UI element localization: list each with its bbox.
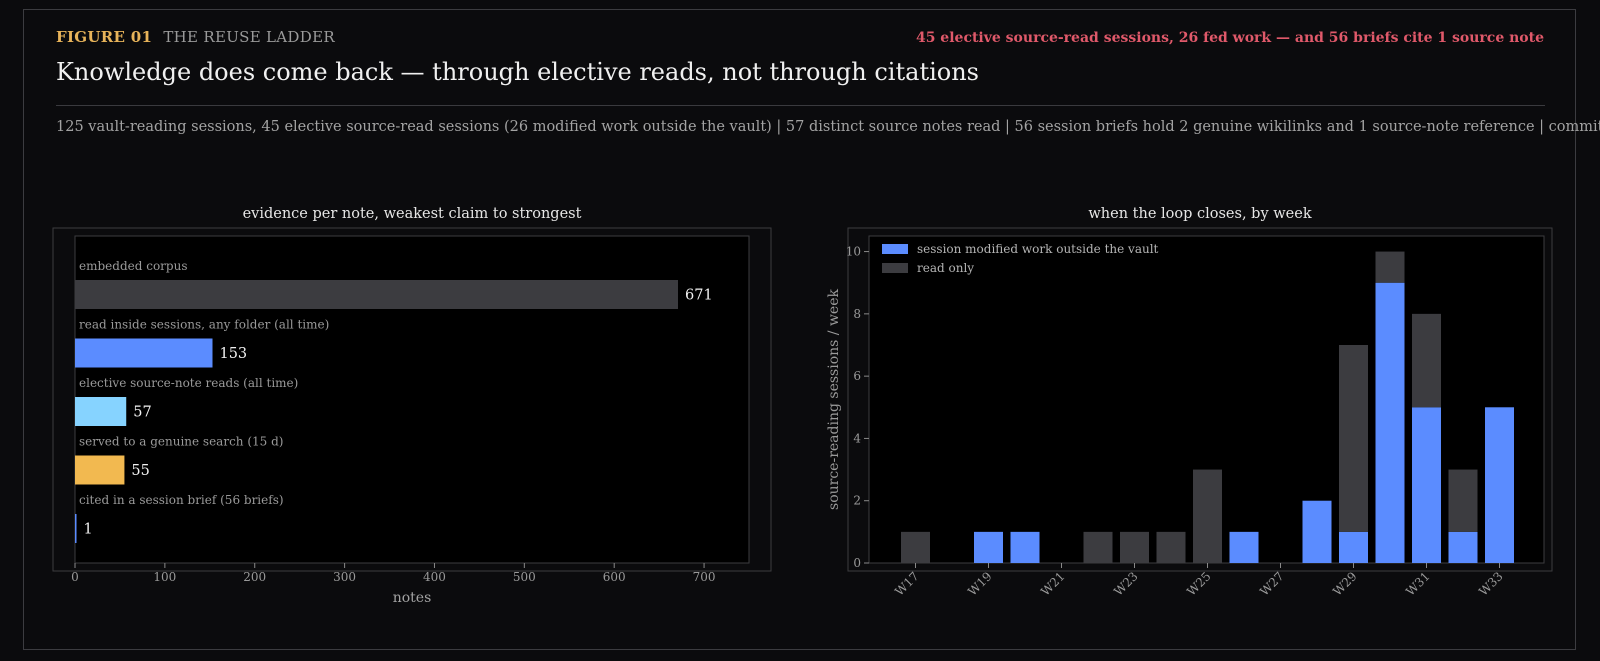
x-tick-label: 100 — [153, 570, 176, 584]
bar-segment-modified — [1448, 531, 1478, 563]
chart-title: evidence per note, weakest claim to stro… — [243, 206, 582, 222]
figure-name: THE REUSE LADDER — [163, 28, 335, 46]
data-label: 57 — [133, 405, 151, 421]
x-tick-label: W29 — [1330, 569, 1359, 598]
bar-segment-read-only — [901, 531, 930, 563]
x-tick-label: W23 — [1111, 569, 1140, 598]
stats-line: 125 vault-reading sessions, 45 elective … — [56, 119, 1600, 135]
header-divider — [56, 105, 1545, 106]
x-tick-label: W27 — [1257, 569, 1286, 598]
x-tick-label: 300 — [333, 570, 356, 584]
chart-outer-frame — [847, 227, 1553, 572]
figure-label: FIGURE 01 — [56, 28, 153, 46]
bar-segment-modified — [1412, 407, 1441, 563]
chart-outer-frame — [52, 227, 772, 572]
headline-callout: 45 elective source-read sessions, 26 fed… — [915, 30, 1544, 46]
bar-segment-modified — [1485, 407, 1514, 563]
bar-segment-modified — [1010, 531, 1040, 563]
y-tick-label: 2 — [853, 494, 861, 508]
x-tick-label: W21 — [1038, 569, 1067, 598]
bar-segment-read-only — [1448, 469, 1478, 532]
bar-segment-read-only — [1339, 345, 1368, 532]
x-tick-label: W17 — [892, 569, 921, 598]
y-tick-label: 8 — [853, 307, 861, 321]
bar — [75, 514, 77, 543]
data-label: 55 — [131, 463, 149, 479]
category-label: cited in a session brief (56 briefs) — [79, 493, 284, 507]
figure-title: Knowledge does come back — through elect… — [56, 58, 979, 86]
figure-kicker: FIGURE 01 THE REUSE LADDER — [56, 28, 335, 46]
bar-segment-read-only — [1412, 313, 1441, 408]
x-tick-label: 400 — [423, 570, 446, 584]
category-label: served to a genuine search (15 d) — [79, 435, 283, 449]
x-axis-label: notes — [393, 590, 432, 606]
figure-frame — [23, 9, 1576, 650]
bar-segment-read-only — [1193, 469, 1222, 563]
legend-swatch — [882, 263, 908, 273]
x-tick-label: 500 — [513, 570, 536, 584]
x-tick-label: W31 — [1403, 569, 1432, 598]
y-axis-label: source-reading sessions / week — [826, 289, 842, 510]
bar — [75, 397, 127, 426]
y-tick-label: 10 — [846, 245, 861, 259]
legend-label: session modified work outside the vault — [917, 242, 1159, 256]
y-tick-label: 4 — [853, 431, 861, 445]
legend-label: read only — [917, 261, 974, 275]
legend-swatch — [882, 244, 908, 254]
data-label: 153 — [219, 346, 247, 362]
x-tick-label: W19 — [965, 569, 994, 598]
y-tick-label: 0 — [853, 556, 861, 570]
x-tick-label: 0 — [71, 570, 79, 584]
bar — [75, 338, 213, 368]
y-tick-label: 6 — [853, 369, 861, 383]
x-tick-label: 700 — [693, 570, 716, 584]
bar-segment-modified — [1229, 531, 1259, 563]
bar-segment-read-only — [1156, 531, 1186, 563]
data-label: 671 — [685, 288, 713, 304]
evidence-bar-chart: evidence per note, weakest claim to stro… — [52, 206, 772, 606]
bar-segment-modified — [1339, 531, 1368, 563]
bar-segment-modified — [1375, 282, 1405, 563]
x-tick-label: 600 — [603, 570, 626, 584]
category-label: embedded corpus — [79, 259, 187, 273]
x-tick-label: 200 — [243, 570, 266, 584]
chart-title: when the loop closes, by week — [1088, 206, 1311, 222]
bar-segment-modified — [974, 531, 1003, 563]
bar-segment-read-only — [1083, 531, 1113, 563]
bar-segment-modified — [1302, 500, 1332, 563]
bar — [75, 455, 125, 485]
x-tick-label: W25 — [1184, 569, 1213, 598]
category-label: read inside sessions, any folder (all ti… — [79, 318, 329, 332]
category-label: elective source-note reads (all time) — [79, 376, 298, 390]
x-tick-label: W33 — [1476, 569, 1505, 598]
bar — [75, 280, 679, 309]
bar-segment-read-only — [1120, 531, 1149, 563]
bar-segment-read-only — [1375, 251, 1405, 283]
data-label: 1 — [84, 522, 93, 538]
